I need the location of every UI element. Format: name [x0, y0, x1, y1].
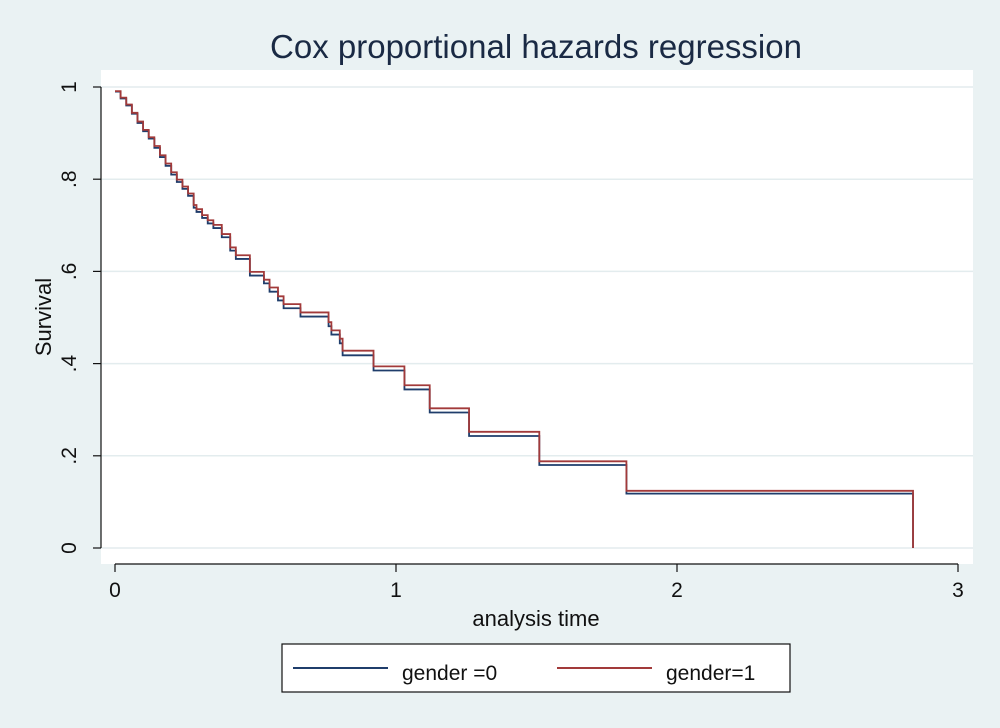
legend-label-gender-1: gender=1	[666, 662, 755, 685]
y-tick-label-3: .6	[58, 263, 81, 281]
gridlines	[101, 86, 973, 549]
y-tick-label-1: .2	[58, 447, 81, 465]
series-group	[115, 90, 914, 548]
series-line-gender-1	[115, 90, 914, 548]
y-tick-label-4: .8	[58, 170, 81, 188]
x-tick-label-0: 0	[109, 579, 121, 602]
y-tick-label-5: 1	[58, 81, 81, 93]
plot-area	[101, 70, 973, 564]
y-tick-label-0: 0	[58, 542, 81, 554]
x-tick-label-2: 2	[671, 579, 683, 602]
chart-title: Cox proportional hazards regression	[270, 28, 802, 65]
x-tick-label-1: 1	[390, 579, 402, 602]
axes: 0 .2 .4 .6 .8 1 0 1 2 3	[58, 81, 964, 602]
y-axis-title: Survival	[31, 278, 56, 356]
legend-label-gender-0: gender =0	[402, 662, 497, 685]
x-tick-label-3: 3	[952, 579, 964, 602]
y-tick-label-2: .4	[58, 355, 81, 373]
x-axis-title: analysis time	[472, 606, 599, 631]
